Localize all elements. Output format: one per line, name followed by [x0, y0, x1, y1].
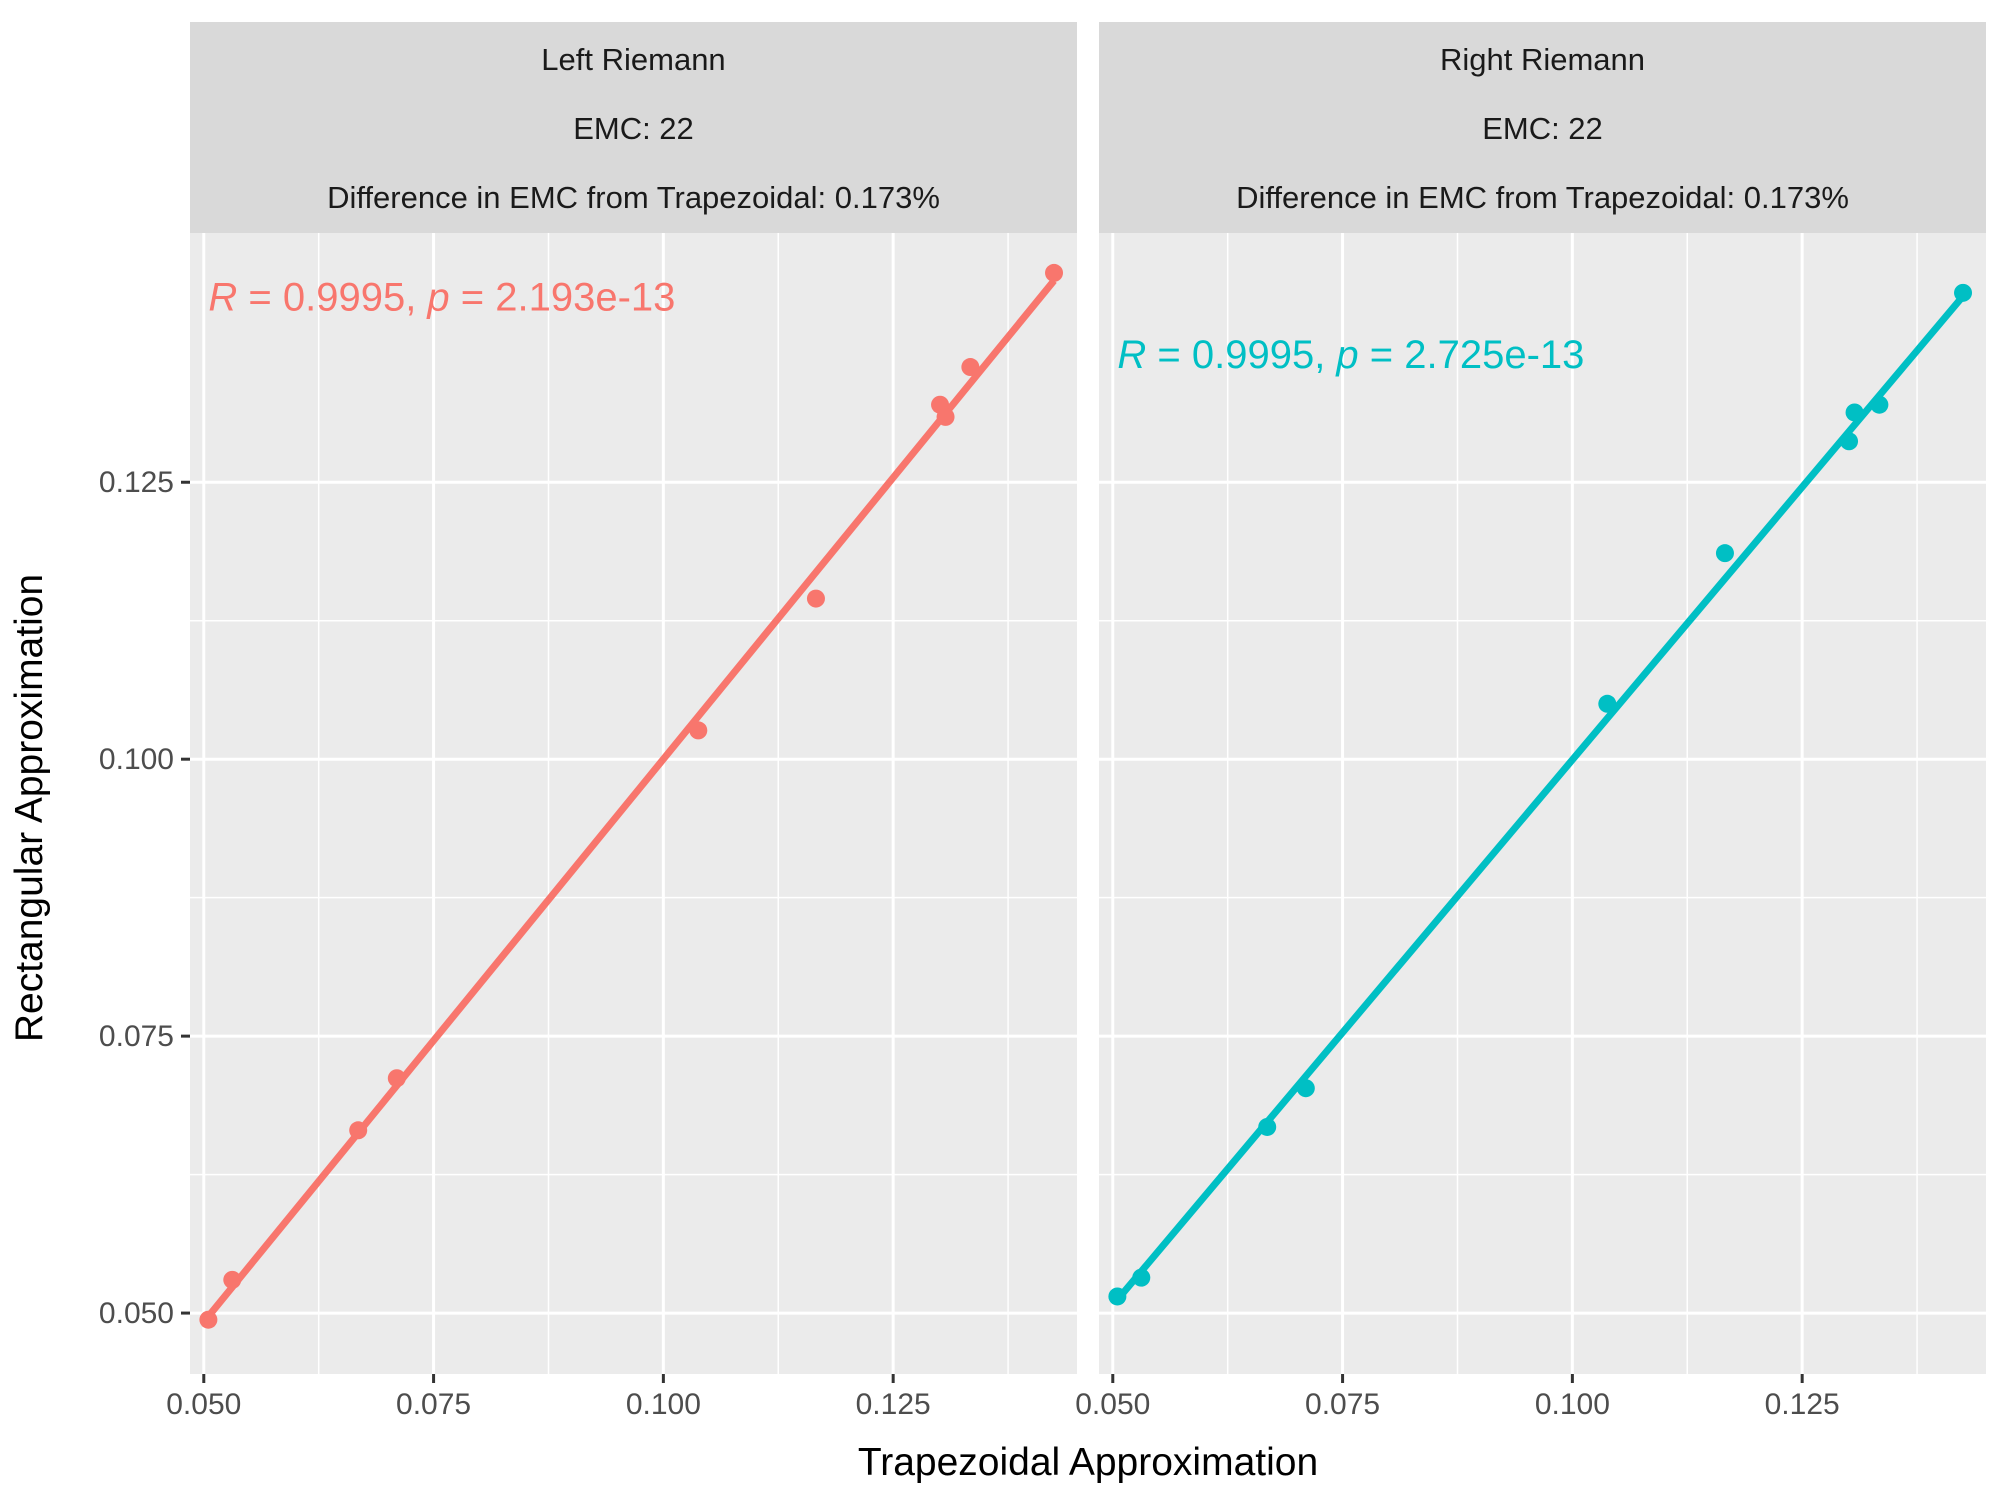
data-point: [387, 1069, 406, 1088]
correlation-label: R = 0.9995, p = 2.193e-13: [208, 276, 675, 320]
facet-strip-label: Difference in EMC from Trapezoidal: 0.17…: [327, 180, 940, 215]
facet-strip-label: EMC: 22: [573, 111, 694, 146]
regression-line: [205, 278, 1057, 1319]
y-tick-label: 0.075: [99, 1020, 174, 1053]
correlation-label: R = 0.9995, p = 2.725e-13: [1117, 333, 1584, 377]
x-tick-label: 0.125: [856, 1388, 931, 1421]
data-point: [689, 721, 708, 740]
x-tick-label: 0.075: [396, 1388, 471, 1421]
facet-strip-label: Difference in EMC from Trapezoidal: 0.17…: [1236, 180, 1849, 215]
y-axis-title: Rectangular Approximation: [8, 574, 51, 1042]
data-point: [961, 358, 980, 377]
x-tick-label: 0.050: [166, 1388, 241, 1421]
data-point: [1715, 544, 1734, 563]
correlation-p-value: = 2.193e-13: [450, 276, 676, 320]
correlation-p-value: = 2.725e-13: [1359, 333, 1585, 377]
correlation-r-value: = 0.9995,: [237, 276, 427, 320]
facet-strip-label: Left Riemann: [541, 42, 725, 77]
data-point: [349, 1121, 368, 1140]
facet-strip-label: EMC: 22: [1482, 111, 1603, 146]
data-point: [199, 1310, 218, 1329]
data-point: [1132, 1268, 1151, 1287]
y-axis: 0.050 0.075 0.100 0.125: [99, 466, 190, 1330]
correlation-r-symbol: R: [208, 276, 237, 320]
data-point: [223, 1270, 242, 1289]
correlation-r-symbol: R: [1117, 333, 1146, 377]
data-point: [1108, 1287, 1127, 1306]
regression-line: [1114, 293, 1966, 1303]
x-axis-title: Trapezoidal Approximation: [858, 1441, 1318, 1484]
panels: Left Riemann EMC: 22 Difference in EMC fro…: [166, 22, 1986, 1421]
facet-strip-label: Right Riemann: [1440, 42, 1645, 77]
x-tick-label: 0.050: [1075, 1388, 1150, 1421]
correlation-p-symbol: p: [1335, 333, 1358, 377]
x-tick-label: 0.075: [1305, 1388, 1380, 1421]
data-point: [1296, 1079, 1315, 1098]
data-point: [1840, 432, 1859, 451]
panel-background: [190, 233, 1077, 1374]
facet-strip-background: [1099, 22, 1986, 233]
panel-background: [1099, 233, 1986, 1374]
y-tick-label: 0.100: [99, 743, 174, 776]
data-point: [1045, 263, 1064, 282]
x-tick-label: 0.100: [626, 1388, 701, 1421]
panel-1: Left Riemann EMC: 22 Difference in EMC fro…: [166, 22, 1077, 1421]
data-point: [806, 589, 825, 608]
x-tick-label: 0.125: [1765, 1388, 1840, 1421]
data-point: [1258, 1117, 1277, 1136]
data-point: [936, 407, 955, 426]
data-point: [1870, 395, 1889, 414]
data-point: [1954, 283, 1973, 302]
facet-strip-background: [190, 22, 1077, 233]
correlation-p-symbol: p: [426, 276, 449, 320]
correlation-r-value: = 0.9995,: [1146, 333, 1336, 377]
y-tick-label: 0.125: [99, 466, 174, 499]
data-point: [1598, 694, 1617, 713]
x-tick-label: 0.100: [1535, 1388, 1610, 1421]
data-point: [1845, 403, 1864, 422]
panel-2: Right Riemann EMC: 22 Difference in EMC fr…: [1075, 22, 1986, 1421]
y-tick-label: 0.050: [99, 1297, 174, 1330]
